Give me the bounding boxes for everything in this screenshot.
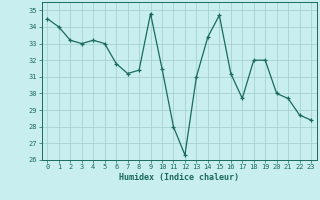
X-axis label: Humidex (Indice chaleur): Humidex (Indice chaleur) [119,173,239,182]
